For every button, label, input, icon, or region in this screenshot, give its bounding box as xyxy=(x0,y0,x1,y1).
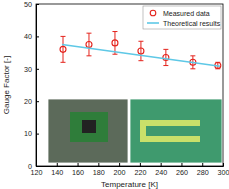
data-point xyxy=(86,42,92,48)
error-bar-line xyxy=(114,32,115,55)
error-bar-line xyxy=(165,49,166,65)
error-bar xyxy=(163,49,168,65)
inset-sem xyxy=(130,99,222,163)
error-bar-cap xyxy=(163,65,168,66)
y-tick: 30 xyxy=(24,65,39,74)
error-bar xyxy=(138,41,143,60)
inset-chip xyxy=(82,120,96,133)
x-tick: 160 xyxy=(72,163,84,177)
inset-structure xyxy=(140,120,200,142)
x-tick-label: 260 xyxy=(176,168,188,177)
y-tick-label: 20 xyxy=(24,97,32,106)
y-tick-mark xyxy=(36,134,39,135)
y-axis-title: Gauge Factor [-] xyxy=(2,56,11,114)
data-point xyxy=(138,48,144,54)
error-bar-cap xyxy=(112,31,117,32)
legend-label: Measured data xyxy=(163,10,210,17)
chart: 120 140 160 180 200 220 240 260 280 300 0 10 20 30 40 5… xyxy=(0,0,229,189)
error-bar-cap xyxy=(112,54,117,55)
x-tick: 200 xyxy=(114,163,126,177)
x-tick-mark xyxy=(119,163,120,166)
error-bar xyxy=(61,36,66,62)
legend: Measured data Theoretical results xyxy=(143,6,221,29)
error-bar-line xyxy=(88,33,89,56)
x-tick-mark xyxy=(161,163,162,166)
error-bar-cap xyxy=(86,55,91,56)
y-tick-mark xyxy=(36,101,39,102)
x-tick-label: 280 xyxy=(197,168,209,177)
error-bar-line xyxy=(140,41,141,60)
data-point xyxy=(112,40,118,46)
y-axis-line xyxy=(37,5,40,167)
y-tick-label: 30 xyxy=(24,65,32,74)
error-bar-cap xyxy=(190,68,195,69)
y-tick-label: 50 xyxy=(24,0,32,9)
plot-area xyxy=(60,32,221,69)
legend-box xyxy=(143,6,221,29)
data-point xyxy=(60,46,66,52)
x-axis-title: Temperature [K] xyxy=(101,180,158,189)
x-tick-label: 300 xyxy=(218,168,229,177)
x-tick-mark xyxy=(202,163,203,166)
theory-line xyxy=(62,45,220,67)
insets xyxy=(48,99,222,163)
x-tick-label: 180 xyxy=(93,168,105,177)
error-bar-cap xyxy=(138,60,143,61)
x-tick-label: 120 xyxy=(31,168,43,177)
y-tick: 50 xyxy=(24,0,39,9)
x-tick: 280 xyxy=(197,163,209,177)
error-bar-cap xyxy=(163,49,168,50)
legend-swatch xyxy=(147,22,159,24)
x-tick: 240 xyxy=(155,163,167,177)
error-bar xyxy=(86,33,91,56)
y-axis: 0 10 20 30 40 50 xyxy=(24,0,39,171)
x-tick-label: 200 xyxy=(114,168,126,177)
x-tick-mark xyxy=(98,163,99,166)
x-axis: 120 140 160 180 200 220 240 260 280 300 xyxy=(31,163,229,177)
y-tick-mark xyxy=(36,69,39,70)
error-bar-line xyxy=(63,36,64,62)
inset-photo xyxy=(48,99,128,163)
legend-label: Theoretical results xyxy=(163,20,221,27)
legend-swatch xyxy=(150,10,156,16)
error-bar-cap xyxy=(138,41,143,42)
error-bar-cap xyxy=(86,33,91,34)
y-tick: 10 xyxy=(24,129,39,138)
error-bar-cap xyxy=(61,62,66,63)
x-tick-mark xyxy=(181,163,182,166)
x-tick-label: 240 xyxy=(155,168,167,177)
x-tick: 220 xyxy=(134,163,146,177)
x-tick: 140 xyxy=(51,163,63,177)
x-tick-mark xyxy=(57,163,58,166)
x-tick-label: 160 xyxy=(72,168,84,177)
x-tick-mark xyxy=(78,163,79,166)
y-tick: 40 xyxy=(24,32,39,41)
y-tick: 20 xyxy=(24,97,39,106)
error-bar-cap xyxy=(190,55,195,56)
inset-board xyxy=(70,112,108,142)
x-tick-label: 220 xyxy=(134,168,146,177)
x-tick-label: 140 xyxy=(51,168,63,177)
x-tick: 260 xyxy=(176,163,188,177)
y-tick-mark xyxy=(36,36,39,37)
plot-frame xyxy=(36,4,223,166)
y-tick-label: 10 xyxy=(24,129,32,138)
x-tick-mark xyxy=(140,163,141,166)
y-tick-label: 40 xyxy=(24,32,32,41)
y-tick-label: 0 xyxy=(28,162,32,171)
error-bar-cap xyxy=(61,36,66,37)
x-tick: 180 xyxy=(93,163,105,177)
